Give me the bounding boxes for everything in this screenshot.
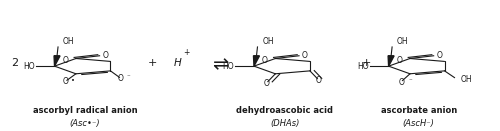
Text: (AscH⁻): (AscH⁻) <box>402 119 434 128</box>
Text: O: O <box>262 56 268 65</box>
Polygon shape <box>254 56 260 66</box>
Text: H: H <box>174 58 182 68</box>
Text: O: O <box>62 56 68 65</box>
Text: HO: HO <box>357 62 368 71</box>
Text: O: O <box>264 79 270 88</box>
Text: ⇌: ⇌ <box>212 55 228 74</box>
Text: (Asc•⁻): (Asc•⁻) <box>69 119 100 128</box>
Text: +: + <box>183 48 190 57</box>
Text: O: O <box>62 77 68 86</box>
Text: •: • <box>71 78 75 84</box>
Text: ascorbate anion: ascorbate anion <box>382 106 458 115</box>
Text: +: + <box>148 58 158 68</box>
Text: dehydroascobic acid: dehydroascobic acid <box>236 106 334 115</box>
Polygon shape <box>388 56 394 66</box>
Text: ascorbyl radical anion: ascorbyl radical anion <box>33 106 138 115</box>
Text: ⁻: ⁻ <box>126 74 130 80</box>
Text: O: O <box>302 51 308 60</box>
Text: O: O <box>102 51 108 60</box>
Text: HO: HO <box>222 62 234 71</box>
Polygon shape <box>54 56 60 66</box>
Text: OH: OH <box>262 37 274 46</box>
Text: +: + <box>362 58 371 68</box>
Text: OH: OH <box>397 37 408 46</box>
Text: 2: 2 <box>11 58 18 68</box>
Text: O: O <box>316 76 322 85</box>
Text: OH: OH <box>63 37 74 46</box>
Text: (DHAs): (DHAs) <box>270 119 300 128</box>
Text: O: O <box>118 74 124 83</box>
Text: O: O <box>396 56 402 65</box>
Text: HO: HO <box>23 62 34 71</box>
Text: O: O <box>398 78 404 87</box>
Text: OH: OH <box>460 75 472 84</box>
Text: ⁻: ⁻ <box>408 78 412 84</box>
Text: O: O <box>436 51 442 60</box>
